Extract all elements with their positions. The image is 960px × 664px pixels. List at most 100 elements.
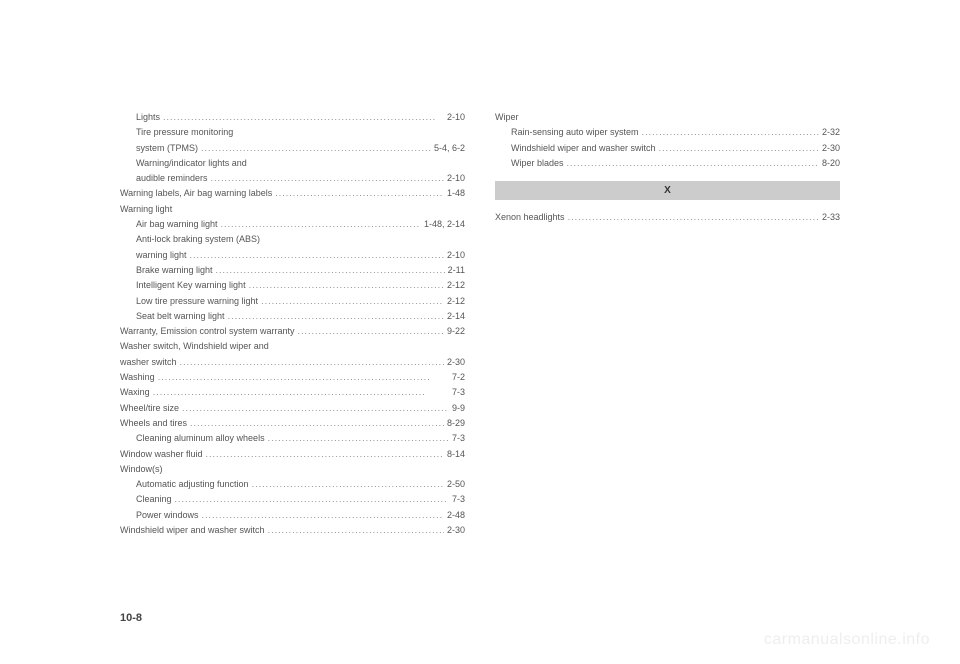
leader-dots: ........................................… xyxy=(298,324,444,339)
entry-text: Cleaning xyxy=(136,492,172,507)
entry-page: 2-11 xyxy=(448,263,465,278)
entry-page: 2-32 xyxy=(822,125,840,140)
leader-dots: ........................................… xyxy=(216,263,445,278)
entry-page: 2-30 xyxy=(447,355,465,370)
index-entry: Washer switch, Windshield wiper and xyxy=(120,339,465,354)
index-entry: audible reminders.......................… xyxy=(120,171,465,186)
index-entry: Warranty, Emission control system warran… xyxy=(120,324,465,339)
entry-page: 7-3 xyxy=(452,431,465,446)
entry-text: Seat belt warning light xyxy=(136,309,225,324)
leader-dots: ........................................… xyxy=(268,431,449,446)
entry-page: 9-22 xyxy=(447,324,465,339)
index-entry: system (TPMS)...........................… xyxy=(120,141,465,156)
leader-dots: ........................................… xyxy=(182,401,449,416)
entry-text: Xenon headlights xyxy=(495,210,565,225)
entry-page: 2-33 xyxy=(822,210,840,225)
index-entry: Power windows...........................… xyxy=(120,508,465,523)
entry-page: 8-14 xyxy=(447,447,465,462)
entry-text: system (TPMS) xyxy=(136,141,198,156)
entry-page: 8-20 xyxy=(822,156,840,171)
leader-dots: ........................................… xyxy=(206,447,444,462)
entry-text: Wiper blades xyxy=(511,156,564,171)
index-entry: Wiper blades............................… xyxy=(495,156,840,171)
watermark: carmanualsonline.info xyxy=(764,631,930,649)
index-entry: Warning light xyxy=(120,202,465,217)
entry-text: Window(s) xyxy=(120,462,163,477)
entry-text: Washing xyxy=(120,370,155,385)
entry-text: Power windows xyxy=(136,508,199,523)
leader-dots: ........................................… xyxy=(228,309,444,324)
entry-page: 2-12 xyxy=(447,278,465,293)
index-entry: Windshield wiper and washer switch......… xyxy=(120,523,465,538)
index-entry: Washing.................................… xyxy=(120,370,465,385)
entry-text: Warning/indicator lights and xyxy=(136,156,247,171)
entry-text: audible reminders xyxy=(136,171,208,186)
entry-text: Wiper xyxy=(495,110,519,125)
index-entry: warning light...........................… xyxy=(120,248,465,263)
leader-dots: ........................................… xyxy=(180,355,444,370)
entry-page: 2-10 xyxy=(447,248,465,263)
leader-dots: ........................................… xyxy=(190,248,444,263)
index-entry: Low tire pressure warning light.........… xyxy=(120,294,465,309)
index-entry: Seat belt warning light.................… xyxy=(120,309,465,324)
leader-dots: ........................................… xyxy=(153,385,449,400)
index-entry: Air bag warning light...................… xyxy=(120,217,465,232)
leader-dots: ........................................… xyxy=(221,217,421,232)
entry-page: 7-3 xyxy=(452,385,465,400)
leader-dots: ........................................… xyxy=(268,523,444,538)
index-entry: Cleaning................................… xyxy=(120,492,465,507)
entry-page: 7-3 xyxy=(452,492,465,507)
entry-text: Window washer fluid xyxy=(120,447,203,462)
index-entry: Intelligent Key warning light...........… xyxy=(120,278,465,293)
entry-text: Low tire pressure warning light xyxy=(136,294,258,309)
leader-dots: ........................................… xyxy=(642,125,819,140)
entry-page: 5-4, 6-2 xyxy=(434,141,465,156)
index-entry: Window washer fluid.....................… xyxy=(120,447,465,462)
leader-dots: ........................................… xyxy=(175,492,449,507)
entry-page: 2-12 xyxy=(447,294,465,309)
entry-page: 2-30 xyxy=(447,523,465,538)
entry-text: Cleaning aluminum alloy wheels xyxy=(136,431,265,446)
leader-dots: ........................................… xyxy=(201,141,431,156)
entry-text: Brake warning light xyxy=(136,263,213,278)
index-entry: Wheels and tires........................… xyxy=(120,416,465,431)
entry-page: 2-10 xyxy=(447,110,465,125)
index-column-1: Lights..................................… xyxy=(120,110,465,538)
entry-text: Wheels and tires xyxy=(120,416,187,431)
entry-text: Automatic adjusting function xyxy=(136,477,249,492)
leader-dots: ........................................… xyxy=(163,110,444,125)
index-entry: Window(s) xyxy=(120,462,465,477)
index-entry: Wiper xyxy=(495,110,840,125)
entry-text: Warning labels, Air bag warning labels xyxy=(120,186,272,201)
page-container: Lights..................................… xyxy=(0,0,960,578)
entry-text: Warning light xyxy=(120,202,172,217)
index-entry: washer switch...........................… xyxy=(120,355,465,370)
entry-text: Waxing xyxy=(120,385,150,400)
index-entry: Wheel/tire size.........................… xyxy=(120,401,465,416)
index-entry: Warning labels, Air bag warning labels..… xyxy=(120,186,465,201)
entry-text: Windshield wiper and washer switch xyxy=(120,523,265,538)
entry-page: 2-14 xyxy=(447,309,465,324)
entry-page: 2-48 xyxy=(447,508,465,523)
index-entry: Lights..................................… xyxy=(120,110,465,125)
index-entry: Anti-lock braking system (ABS) xyxy=(120,232,465,247)
leader-dots: ........................................… xyxy=(275,186,444,201)
leader-dots: ........................................… xyxy=(252,477,444,492)
entry-text: Lights xyxy=(136,110,160,125)
index-entry: Cleaning aluminum alloy wheels..........… xyxy=(120,431,465,446)
index-entry: Xenon headlights........................… xyxy=(495,210,840,225)
index-column-2: WiperRain-sensing auto wiper system.....… xyxy=(495,110,840,538)
leader-dots: ........................................… xyxy=(249,278,444,293)
leader-dots: ........................................… xyxy=(158,370,449,385)
leader-dots: ........................................… xyxy=(567,156,819,171)
section-header-x: X xyxy=(495,181,840,200)
leader-dots: ........................................… xyxy=(659,141,819,156)
entry-page: 2-10 xyxy=(447,171,465,186)
index-entry: Brake warning light.....................… xyxy=(120,263,465,278)
entry-text: Windshield wiper and washer switch xyxy=(511,141,656,156)
index-entry: Windshield wiper and washer switch......… xyxy=(495,141,840,156)
entry-text: Air bag warning light xyxy=(136,217,218,232)
entry-text: Anti-lock braking system (ABS) xyxy=(136,232,260,247)
entry-page: 2-30 xyxy=(822,141,840,156)
entry-text: Intelligent Key warning light xyxy=(136,278,246,293)
